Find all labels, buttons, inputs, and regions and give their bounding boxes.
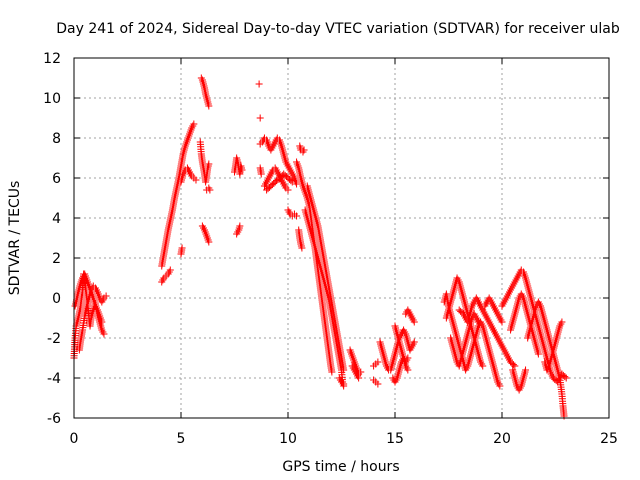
y-tick-label: 0 <box>52 291 61 307</box>
data-point <box>287 177 295 185</box>
data-point <box>238 166 246 174</box>
y-tick-label: 2 <box>52 251 61 267</box>
data-point <box>205 102 213 110</box>
data-point <box>293 180 301 188</box>
data-point <box>236 222 244 230</box>
data-point <box>498 318 506 326</box>
data-point <box>192 176 200 184</box>
data-point <box>340 380 348 388</box>
data-point <box>205 160 213 168</box>
x-tick-label: 15 <box>386 431 404 447</box>
data-point <box>522 366 530 374</box>
data-point <box>340 366 348 374</box>
axis-ticks: 0 5 10 15 20 25 -6 -4 -2 0 2 4 6 8 10 12 <box>43 51 618 447</box>
chart-title: Day 241 of 2024, Sidereal Day-to-day VTE… <box>56 21 620 37</box>
data-point <box>355 374 363 382</box>
data-point <box>534 350 542 358</box>
y-tick-label: -6 <box>47 411 61 427</box>
data-point <box>255 80 263 88</box>
data-point <box>558 318 566 326</box>
data-point <box>190 120 198 128</box>
data-point <box>374 358 382 366</box>
data-point <box>562 374 570 382</box>
x-tick-label: 0 <box>70 431 79 447</box>
data-point <box>166 266 174 274</box>
data-point <box>410 338 418 346</box>
data-points <box>70 74 570 420</box>
data-point <box>298 244 306 252</box>
y-tick-label: -4 <box>47 371 61 387</box>
y-tick-label: 10 <box>43 91 61 107</box>
y-axis-label: SDTVAR / TECUs <box>7 181 23 296</box>
y-tick-label: -2 <box>47 331 61 347</box>
data-point <box>288 178 296 186</box>
data-point <box>479 362 487 370</box>
x-tick-label: 20 <box>493 431 511 447</box>
data-point <box>511 362 519 370</box>
x-tick-label: 10 <box>279 431 297 447</box>
y-tick-label: 6 <box>52 171 61 187</box>
data-point <box>284 186 292 194</box>
x-tick-label: 5 <box>177 431 186 447</box>
y-tick-label: 4 <box>52 211 61 227</box>
data-point <box>496 382 504 390</box>
data-point <box>509 361 517 369</box>
data-point <box>561 373 569 381</box>
data-point <box>328 368 336 376</box>
data-point <box>474 318 482 326</box>
y-tick-label: 8 <box>52 131 61 147</box>
data-point <box>178 244 186 252</box>
data-point <box>102 292 110 300</box>
data-point <box>300 146 308 154</box>
plot-frame <box>73 57 610 419</box>
data-point <box>98 318 106 326</box>
data-point <box>100 330 108 338</box>
y-tick-label: 12 <box>43 51 61 67</box>
x-axis-label: GPS time / hours <box>282 459 399 475</box>
data-point <box>206 186 214 194</box>
data-point <box>256 164 264 172</box>
data-point <box>293 212 301 220</box>
data-point <box>410 318 418 326</box>
data-point <box>374 380 382 388</box>
x-tick-label: 25 <box>600 431 618 447</box>
data-point <box>404 366 412 374</box>
data-point <box>256 114 264 122</box>
data-point <box>205 238 213 246</box>
